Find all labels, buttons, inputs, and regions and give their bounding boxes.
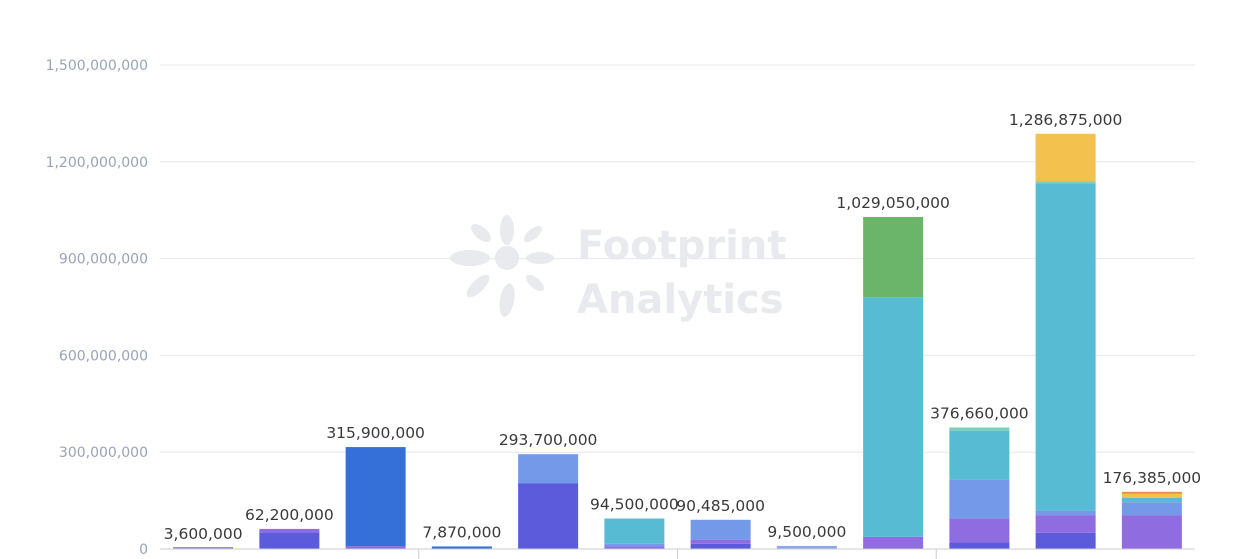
bar-total-label: 376,660,000	[930, 404, 1029, 422]
bar-total-label: 62,200,000	[245, 506, 334, 524]
bar-total-label: 90,485,000	[676, 497, 765, 515]
y-tick-label: 1,200,000,000	[46, 155, 148, 171]
bar-segment	[604, 543, 665, 547]
bar-segment	[863, 216, 924, 298]
watermark-line2: Analytics	[577, 277, 784, 323]
bar-segment	[1121, 491, 1182, 494]
y-tick-label: 600,000,000	[59, 348, 148, 364]
bar	[1121, 491, 1182, 549]
bar	[173, 547, 234, 549]
y-tick-label: 1,500,000,000	[46, 58, 148, 74]
bar-segment	[690, 519, 751, 540]
bar-segment	[1035, 510, 1096, 516]
bar-segment	[345, 447, 406, 547]
bar	[431, 546, 492, 549]
bar-segment	[604, 546, 665, 549]
y-axis-tick-labels: 0 300,000,000 600,000,000 900,000,000 1,200,…	[46, 58, 148, 558]
watermark-logo-icon	[450, 215, 554, 317]
bar-segment	[345, 546, 406, 549]
bars	[173, 133, 1182, 549]
bar-total-label: 315,900,000	[326, 424, 425, 442]
bar-segment	[1035, 183, 1096, 511]
bar-segment	[604, 518, 665, 544]
bar-segment	[431, 546, 492, 549]
bar-total-label: 7,870,000	[422, 523, 501, 541]
bar-segment	[1035, 532, 1096, 549]
bar-segment	[1035, 133, 1096, 182]
bar-total-label: 9,500,000	[767, 523, 846, 541]
y-gridlines	[160, 64, 1195, 453]
bar-segment	[259, 528, 320, 533]
bar-total-label: 176,385,000	[1103, 469, 1202, 487]
bar-total-label: 1,029,050,000	[836, 194, 949, 212]
bar-total-label: 94,500,000	[590, 496, 679, 514]
bar	[863, 216, 924, 549]
bar	[518, 454, 579, 549]
bar-segment	[690, 543, 751, 549]
bar-segment	[949, 542, 1010, 549]
bar-segment	[949, 430, 1010, 480]
y-tick-label: 900,000,000	[59, 252, 148, 268]
bar-segment	[690, 539, 751, 544]
bar-segment	[173, 547, 234, 549]
bar-segment	[949, 427, 1010, 431]
bar-total-label: 1,286,875,000	[1009, 111, 1122, 129]
watermark: Footprint Analytics	[450, 215, 786, 323]
bar-total-label: 293,700,000	[499, 431, 598, 449]
bar-segment	[1121, 497, 1182, 503]
bar-total-label: 3,600,000	[164, 525, 243, 543]
bar	[949, 427, 1010, 549]
bar-segment	[1035, 515, 1096, 533]
x-axis	[160, 548, 1195, 559]
bar-segment	[518, 483, 579, 549]
bar-segment	[863, 536, 924, 549]
bar-segment	[259, 532, 320, 549]
bar-segment	[1121, 515, 1182, 549]
bar	[259, 528, 320, 549]
bar-segment	[1121, 493, 1182, 498]
bar	[776, 545, 837, 549]
bar	[604, 518, 665, 549]
bar-segment	[1035, 181, 1096, 184]
bar-segment	[949, 479, 1010, 519]
bar-segment	[863, 297, 924, 537]
bar-segment	[1121, 502, 1182, 516]
bar	[690, 519, 751, 549]
bar-segment	[949, 518, 1010, 543]
bar-segment	[518, 454, 579, 484]
bar-segment	[776, 545, 837, 549]
bar	[1035, 133, 1096, 549]
y-tick-label: 0	[139, 542, 148, 558]
bar	[345, 447, 406, 549]
y-tick-label: 300,000,000	[59, 445, 148, 461]
watermark-line1: Footprint	[577, 223, 786, 269]
